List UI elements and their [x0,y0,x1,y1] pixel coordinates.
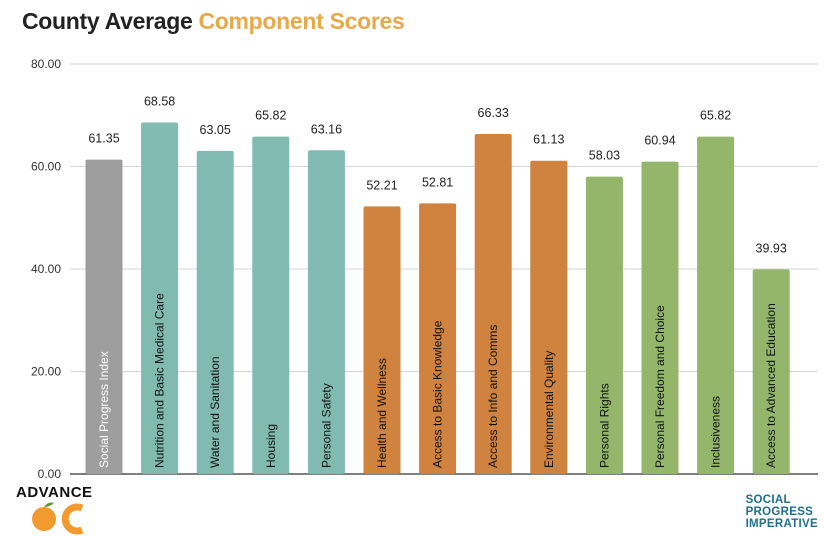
bar [141,122,179,474]
spi-logo-line: IMPERATIVE [745,518,818,530]
y-tick-label: 20.00 [31,365,61,379]
bar-value-label: 65.82 [700,109,731,123]
bar-value-label: 63.16 [311,122,342,136]
bar-category-label: Water and Sanitation [208,356,222,468]
bar [85,159,123,475]
bar [252,136,290,475]
spi-logo-line: SOCIAL [745,494,791,506]
bar-category-label: Personal Freedom and Choice [653,305,667,468]
bar-value-label: 39.93 [756,241,787,255]
y-tick-label: 60.00 [31,160,61,174]
y-tick-label: 0.00 [38,467,62,481]
bar-category-label: Social Progress Index [97,351,111,468]
bar-value-label: 61.13 [533,133,564,147]
bar-value-label: 52.81 [422,175,453,189]
bar [307,150,345,474]
y-tick-label: 40.00 [31,262,61,276]
bar-category-label: Personal Rights [597,383,611,468]
chart-title-part2: Component Scores [198,8,405,34]
y-tick-label: 80.00 [31,57,61,71]
bar-value-label: 66.33 [478,106,509,120]
bar-value-label: 63.05 [200,123,231,137]
spi-logo-line: PROGRESS [745,506,814,518]
bar [530,160,568,475]
bar-value-label: 68.58 [144,95,175,109]
bar-category-label: Housing [264,424,278,468]
bar-category-label: Personal Safety [319,383,333,468]
bar [641,161,679,474]
orange-oc-icon [32,502,84,535]
bar [585,176,623,474]
bar-category-label: Environmental Quality [542,351,556,468]
bar [474,134,512,474]
bar-category-label: Health and Wellness [375,358,389,468]
bar [697,136,735,475]
chart-title: County Average Component Scores [22,8,405,35]
bar [752,269,790,474]
bar-category-label: Inclusiveness [709,396,723,468]
bar-category-label: Access to Advanced Education [764,303,778,468]
bar-category-label: Nutrition and Basic Medical Care [153,293,167,468]
bar [363,206,401,474]
bar-value-label: 61.35 [88,132,119,146]
bar-value-label: 65.82 [255,109,286,123]
bar-value-label: 60.94 [644,134,675,148]
bar-category-label: Access to Info and Comms [486,325,500,468]
bar-category-label: Access to Basic Knowledge [431,320,445,468]
bar [419,203,457,474]
advance-oc-logo: ADVANCE [14,484,104,535]
advance-logo-word: ADVANCE [16,484,93,501]
chart-title-part1: County Average [22,8,193,34]
social-progress-imperative-logo: SOCIAL PROGRESS IMPERATIVE [746,494,818,530]
bar-value-label: 52.21 [366,178,397,192]
bar-value-label: 58.03 [589,149,620,163]
bar [196,150,234,474]
